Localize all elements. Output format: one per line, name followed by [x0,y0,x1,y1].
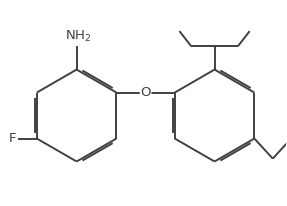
Text: O: O [140,86,151,99]
Text: NH$_2$: NH$_2$ [65,29,92,44]
Text: F: F [9,132,17,145]
